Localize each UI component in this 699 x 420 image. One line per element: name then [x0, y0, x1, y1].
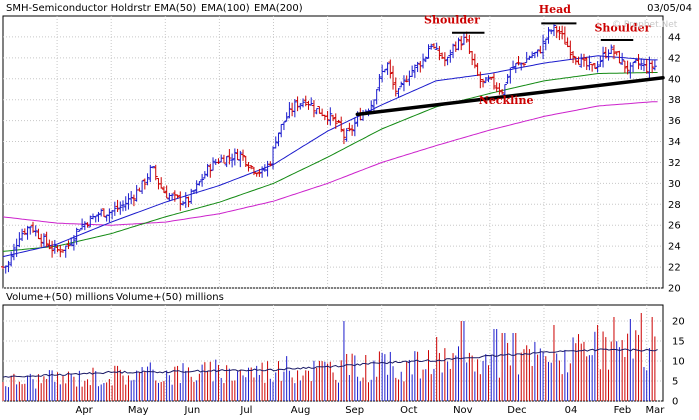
price-tick-label: 44 — [668, 32, 681, 43]
price-tick-label: 40 — [668, 74, 681, 85]
price-tick-label: 38 — [668, 95, 681, 106]
price-tick-label: 24 — [668, 242, 681, 253]
price-tick-label: 26 — [668, 221, 681, 232]
pattern-label: Head — [539, 3, 572, 16]
month-label: Dec — [507, 405, 526, 416]
price-tick-label: 28 — [668, 200, 681, 211]
legend-ema200: EMA(200) — [254, 3, 303, 14]
volume-avg-path — [2, 348, 658, 378]
pattern-label: Shoulder — [594, 22, 650, 35]
watermark: © Prophet.Net — [612, 20, 678, 30]
pattern-annotations: Shoulder Head Shoulder Neckline — [424, 3, 651, 107]
volume-tick-label: 20 — [672, 317, 685, 328]
month-label: Nov — [453, 405, 473, 416]
price-tick-label: 36 — [668, 116, 681, 127]
volume-bars — [2, 313, 656, 401]
volume-label-1: Volume+(50) millions — [6, 292, 114, 303]
ema100-line — [2, 72, 658, 252]
month-label: Feb — [614, 405, 632, 416]
pattern-label: Shoulder — [424, 13, 480, 26]
price-panel-frame — [2, 15, 664, 289]
neckline — [355, 75, 665, 117]
volume-tick-label: 0 — [672, 397, 678, 408]
price-tick-label: 30 — [668, 179, 681, 190]
volume-axis-ticks: 0 5 10 15 20 — [672, 317, 685, 408]
price-tick-label: 20 — [668, 284, 681, 295]
neckline-group — [355, 75, 665, 117]
month-label: Sep — [345, 405, 364, 416]
month-label: 04 — [565, 405, 578, 416]
volume-average-line — [2, 348, 658, 378]
month-axis-labels: Apr May Jun Jul Aug Sep Oct Nov Dec 04 Feb Mar — [75, 405, 665, 416]
volume-tick-label: 5 — [672, 377, 678, 388]
month-label: Apr — [75, 405, 93, 416]
price-tick-label: 42 — [668, 53, 681, 64]
pattern-label: Neckline — [479, 94, 534, 107]
symbol-title: SMH-Semiconductor Holdrstr — [6, 3, 152, 14]
month-label: Mar — [645, 405, 665, 416]
legend-ema100: EMA(100) — [201, 3, 250, 14]
price-tick-label: 22 — [668, 263, 681, 274]
price-tick-label: 34 — [668, 137, 681, 148]
ema-lines — [2, 55, 658, 258]
month-label: Aug — [291, 405, 311, 416]
legend-ema50: EMA(50) — [154, 3, 196, 14]
month-label: Oct — [400, 405, 417, 416]
month-label: May — [128, 405, 149, 416]
volume-tick-label: 15 — [672, 337, 685, 348]
price-tick-label: 32 — [668, 158, 681, 169]
month-label: Jul — [239, 405, 252, 416]
chart-date: 03/05/04 — [647, 3, 692, 14]
ema50-line — [2, 55, 658, 258]
volume-label-2: Volume+(50) millions — [116, 292, 224, 303]
month-label: Jun — [184, 405, 201, 416]
price-axis-ticks: 20 22 24 26 28 30 32 34 36 38 40 42 44 — [668, 32, 681, 294]
ema200-line — [2, 101, 658, 226]
volume-tick-label: 10 — [672, 357, 685, 368]
